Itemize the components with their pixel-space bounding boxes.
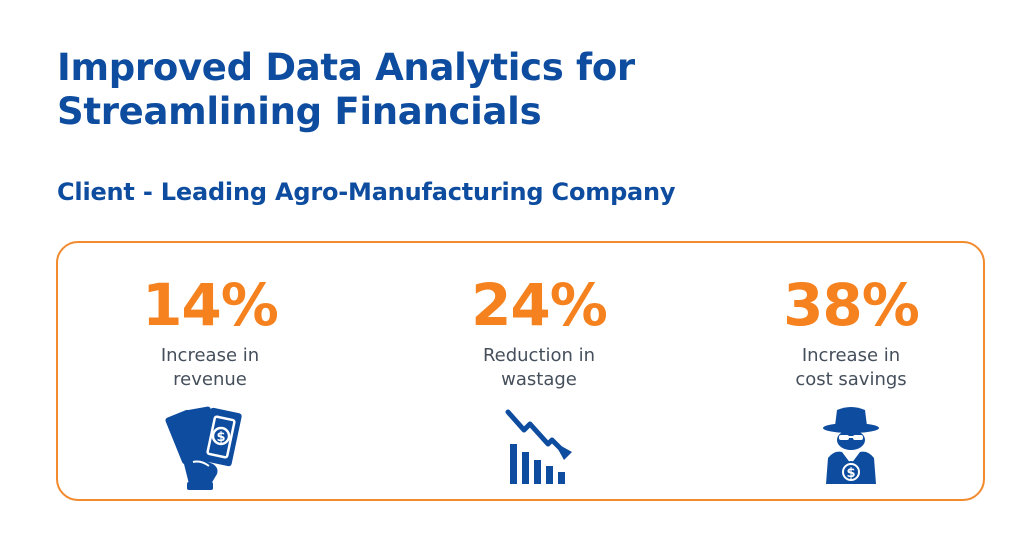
stat-value: 24% <box>471 271 608 339</box>
stat-label: Reduction in wastage <box>389 344 689 392</box>
stat-label-line-1: Increase in <box>160 345 260 366</box>
stat-value: 14% <box>142 271 279 339</box>
money-hand-icon: $ <box>165 406 242 490</box>
page-title: Improved Data Analytics for Streamlining… <box>57 46 817 134</box>
stat-label: Increase in revenue <box>60 344 360 392</box>
stat-label-line-2: wastage <box>501 369 577 390</box>
client-subtitle: Client - Leading Agro-Manufacturing Comp… <box>57 178 676 206</box>
declining-chart-icon <box>505 409 572 484</box>
svg-text:$: $ <box>216 430 225 445</box>
spy-money-icon: $ <box>823 407 879 484</box>
svg-text:$: $ <box>846 466 855 481</box>
stat-label-line-1: Increase in <box>801 345 901 366</box>
stat-savings: 38% Increase in cost savings $ <box>701 270 1001 492</box>
title-line-1: Improved Data Analytics for <box>57 46 635 89</box>
stat-label-line-1: Reduction in <box>482 345 596 366</box>
results-panel <box>56 241 985 501</box>
title-line-2: Streamlining Financials <box>57 90 542 133</box>
stat-label-line-2: revenue <box>173 369 247 390</box>
stat-label-line-2: cost savings <box>795 369 907 390</box>
stat-label: Increase in cost savings <box>701 344 1001 392</box>
stat-wastage: 24% Reduction in wastage <box>389 270 689 492</box>
stat-value: 38% <box>783 271 920 339</box>
stat-revenue: 14% Increase in revenue $ <box>60 270 360 492</box>
